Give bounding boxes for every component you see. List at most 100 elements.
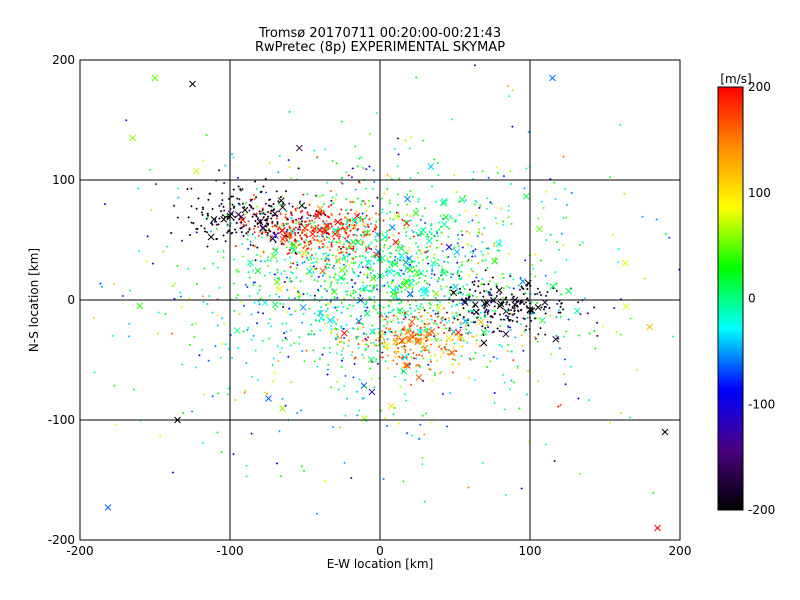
data-point-plus bbox=[372, 288, 375, 291]
data-point-plus bbox=[288, 307, 291, 310]
data-point-plus bbox=[375, 245, 378, 248]
data-point-plus bbox=[396, 262, 399, 265]
data-point-plus bbox=[420, 252, 423, 255]
data-point-plus bbox=[285, 222, 288, 225]
data-point-plus bbox=[437, 310, 440, 313]
data-point-plus bbox=[444, 318, 447, 321]
data-point-plus bbox=[258, 210, 261, 213]
data-point-plus bbox=[241, 255, 244, 258]
data-point-plus bbox=[424, 328, 427, 331]
data-point-plus bbox=[449, 292, 452, 295]
data-point-cross bbox=[454, 329, 462, 336]
data-point-plus bbox=[502, 277, 505, 280]
data-point-plus bbox=[294, 232, 297, 235]
data-point-cross bbox=[241, 206, 249, 214]
data-point-plus bbox=[307, 252, 310, 255]
data-point-plus bbox=[389, 245, 392, 248]
data-point-plus bbox=[358, 263, 361, 266]
data-point-plus bbox=[350, 294, 353, 297]
data-point-plus bbox=[544, 274, 547, 277]
data-point-plus bbox=[267, 222, 270, 225]
data-point-plus bbox=[437, 264, 440, 267]
data-point-plus bbox=[629, 317, 632, 320]
data-point-plus bbox=[241, 188, 244, 191]
data-point-plus bbox=[476, 312, 479, 315]
data-point-plus bbox=[374, 308, 377, 311]
data-point-plus bbox=[421, 346, 424, 349]
data-point-plus bbox=[364, 246, 367, 249]
data-point-plus bbox=[290, 243, 293, 246]
data-point-plus bbox=[510, 222, 513, 225]
data-point-plus bbox=[362, 166, 365, 169]
data-point-plus bbox=[302, 246, 305, 249]
data-point-plus bbox=[525, 393, 528, 396]
data-point-plus bbox=[342, 236, 345, 239]
data-point-plus bbox=[337, 388, 340, 391]
data-point-plus bbox=[466, 260, 469, 263]
data-point-cross bbox=[306, 267, 313, 275]
data-point-plus bbox=[617, 261, 620, 264]
data-point-plus bbox=[461, 337, 464, 340]
data-point-plus bbox=[301, 255, 304, 258]
data-point-plus bbox=[468, 376, 471, 379]
data-point-plus bbox=[382, 325, 385, 328]
data-point-plus bbox=[281, 322, 284, 325]
data-point-plus bbox=[335, 162, 338, 165]
data-point-plus bbox=[417, 200, 420, 203]
data-point-plus bbox=[366, 266, 369, 269]
data-point-plus bbox=[525, 305, 528, 308]
data-point-plus bbox=[259, 191, 262, 194]
data-point-plus bbox=[311, 236, 314, 239]
data-point-plus bbox=[506, 309, 509, 312]
data-point-plus bbox=[483, 316, 486, 319]
data-point-plus bbox=[417, 334, 420, 337]
data-point-plus bbox=[340, 325, 343, 328]
data-point-cross bbox=[448, 349, 456, 356]
data-point-plus bbox=[558, 309, 561, 312]
data-point-plus bbox=[417, 198, 420, 201]
data-point-plus bbox=[335, 322, 338, 325]
data-point-plus bbox=[346, 221, 349, 224]
data-point-plus bbox=[536, 340, 539, 343]
data-point-plus bbox=[280, 242, 283, 245]
data-point-plus bbox=[351, 201, 354, 204]
data-point-plus bbox=[370, 255, 373, 258]
data-point-plus bbox=[641, 215, 644, 218]
data-point-plus bbox=[233, 309, 236, 312]
data-point-plus bbox=[276, 345, 279, 348]
data-point-plus bbox=[328, 275, 331, 278]
data-point-cross bbox=[316, 227, 324, 234]
data-point-plus bbox=[288, 251, 291, 254]
data-point-plus bbox=[334, 273, 337, 276]
data-point-plus bbox=[253, 198, 256, 201]
data-point-plus bbox=[235, 231, 238, 234]
data-point-plus bbox=[207, 214, 210, 217]
data-point-plus bbox=[429, 333, 432, 336]
data-point-plus bbox=[330, 386, 333, 389]
data-point-cross bbox=[276, 285, 283, 293]
data-point-plus bbox=[305, 272, 308, 275]
data-point-plus bbox=[489, 315, 492, 318]
data-point-plus bbox=[298, 291, 301, 294]
data-point-plus bbox=[360, 243, 363, 246]
data-point-plus bbox=[328, 263, 331, 266]
data-point-plus bbox=[321, 242, 324, 245]
data-point-plus bbox=[299, 203, 302, 206]
data-point-plus bbox=[396, 317, 399, 320]
data-point-plus bbox=[437, 345, 440, 348]
data-point-plus bbox=[324, 257, 327, 260]
data-point-plus bbox=[393, 259, 396, 262]
data-point-plus bbox=[336, 309, 339, 312]
data-point-plus bbox=[375, 360, 378, 363]
data-point-plus bbox=[261, 229, 264, 232]
data-point-plus bbox=[415, 364, 418, 367]
data-point-plus bbox=[314, 227, 317, 230]
data-point-plus bbox=[376, 196, 379, 199]
data-point-plus bbox=[400, 329, 403, 332]
data-point-plus bbox=[235, 296, 238, 299]
data-point-plus bbox=[447, 261, 450, 264]
data-point-plus bbox=[472, 170, 475, 173]
data-point-plus bbox=[247, 230, 250, 233]
data-point-plus bbox=[472, 283, 475, 286]
data-point-plus bbox=[461, 246, 464, 249]
